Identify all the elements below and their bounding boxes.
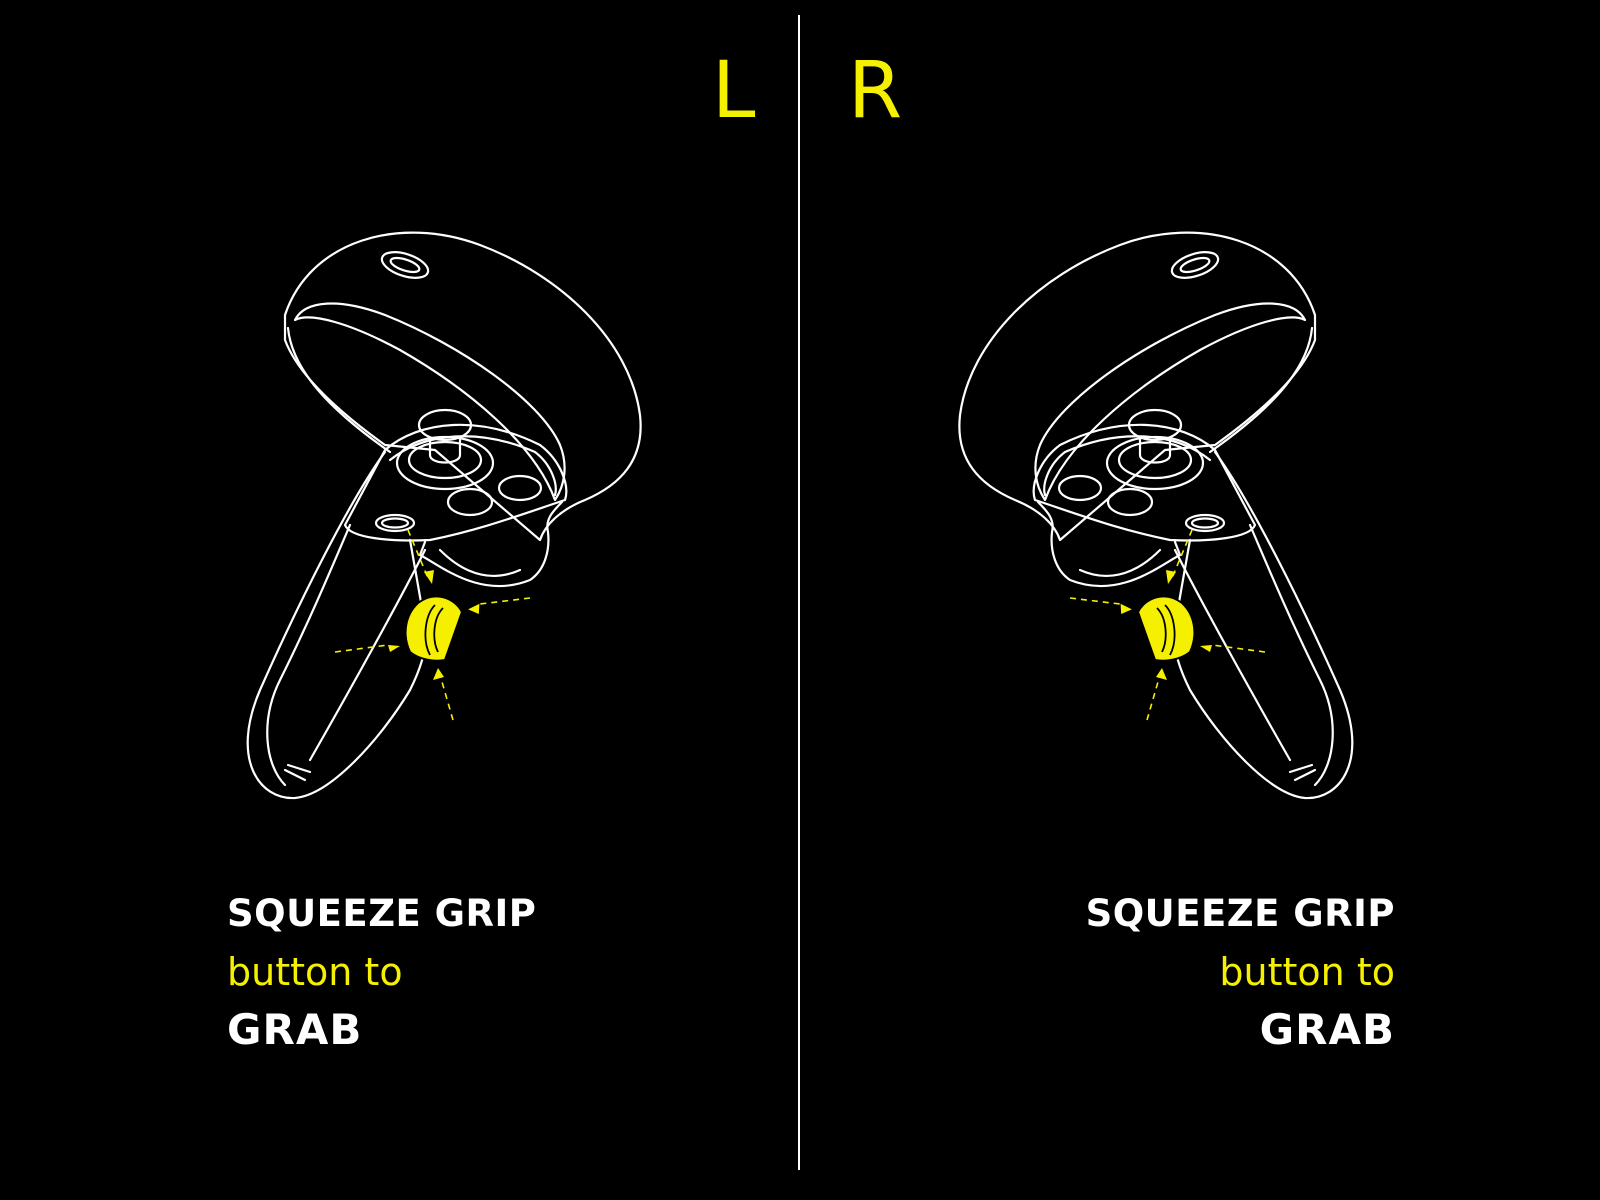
- caption-action: SQUEEZE GRIP: [227, 892, 537, 935]
- button-x: [446, 487, 494, 517]
- right-caption: SQUEEZE GRIP button to GRAB: [975, 885, 1395, 1059]
- center-divider: [798, 15, 800, 1170]
- grip-button-highlight: [404, 595, 464, 662]
- button-y: [497, 474, 543, 502]
- trigger-button: [374, 513, 416, 533]
- controller-ring: [283, 231, 642, 542]
- thumbstick-base: [395, 435, 495, 491]
- left-controller-icon: [246, 231, 642, 800]
- caption-result: GRAB: [1259, 1005, 1395, 1054]
- face-plate: [343, 423, 568, 542]
- thumbstick: [428, 436, 462, 464]
- caption-connector: button to: [1219, 950, 1395, 994]
- right-controller-icon: [958, 231, 1354, 800]
- left-hand-label: L: [712, 46, 756, 136]
- right-hand-label: R: [848, 46, 903, 136]
- caption-result: GRAB: [227, 1005, 363, 1054]
- controller-handle: [246, 450, 428, 800]
- left-caption: SQUEEZE GRIP button to GRAB: [227, 885, 647, 1059]
- caption-action: SQUEEZE GRIP: [1085, 892, 1395, 935]
- menu-button: [380, 251, 430, 279]
- ring-inner-edge: [293, 302, 566, 502]
- caption-connector: button to: [227, 950, 403, 994]
